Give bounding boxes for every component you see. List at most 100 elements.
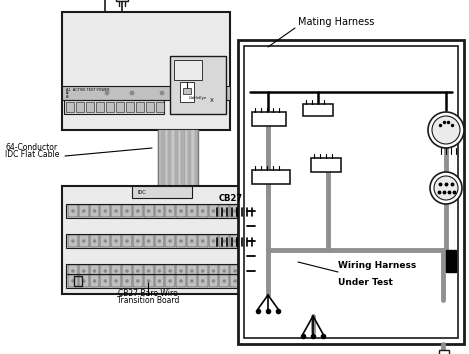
Text: 64-Conductor: 64-Conductor bbox=[5, 143, 57, 152]
Circle shape bbox=[114, 210, 118, 212]
Bar bbox=[439, 350, 449, 354]
Bar bbox=[100, 205, 110, 217]
Text: Mating Harness: Mating Harness bbox=[298, 17, 374, 27]
Bar bbox=[66, 274, 243, 288]
Bar bbox=[68, 235, 78, 247]
Circle shape bbox=[126, 269, 129, 273]
Bar bbox=[156, 102, 164, 112]
Bar bbox=[79, 235, 89, 247]
Bar bbox=[187, 275, 197, 287]
Bar bbox=[230, 275, 240, 287]
Bar bbox=[311, 158, 341, 172]
Bar bbox=[209, 265, 219, 277]
Bar bbox=[100, 235, 110, 247]
Bar bbox=[111, 265, 121, 277]
Bar bbox=[170, 56, 226, 114]
Bar bbox=[195, 130, 198, 186]
Bar bbox=[252, 112, 286, 126]
Text: IDC: IDC bbox=[137, 189, 146, 194]
Bar bbox=[244, 46, 458, 338]
Bar bbox=[219, 235, 229, 247]
Circle shape bbox=[158, 280, 161, 282]
Circle shape bbox=[158, 210, 161, 212]
Circle shape bbox=[136, 280, 139, 282]
Bar bbox=[111, 275, 121, 287]
Bar bbox=[144, 205, 153, 217]
Bar bbox=[165, 205, 175, 217]
Circle shape bbox=[93, 280, 96, 282]
Circle shape bbox=[212, 240, 215, 242]
Text: CB27: CB27 bbox=[219, 194, 243, 203]
Circle shape bbox=[147, 269, 150, 273]
Bar bbox=[165, 275, 175, 287]
Bar bbox=[176, 275, 186, 287]
Bar bbox=[238, 40, 464, 344]
Circle shape bbox=[126, 240, 129, 242]
Circle shape bbox=[136, 240, 139, 242]
Circle shape bbox=[147, 280, 150, 282]
Bar bbox=[219, 275, 229, 287]
Bar bbox=[176, 235, 186, 247]
Bar bbox=[66, 204, 243, 218]
Circle shape bbox=[234, 269, 236, 273]
Bar bbox=[144, 265, 153, 277]
Bar bbox=[219, 265, 229, 277]
Bar bbox=[62, 12, 230, 130]
Bar bbox=[126, 102, 134, 112]
Circle shape bbox=[234, 210, 236, 212]
Bar bbox=[198, 275, 208, 287]
Bar bbox=[133, 205, 143, 217]
Bar bbox=[168, 130, 171, 186]
Bar bbox=[111, 235, 121, 247]
Circle shape bbox=[223, 280, 226, 282]
Text: Transition Board: Transition Board bbox=[117, 296, 179, 305]
Circle shape bbox=[114, 280, 118, 282]
Bar bbox=[66, 102, 74, 112]
Bar bbox=[79, 275, 89, 287]
Bar bbox=[133, 235, 143, 247]
Bar bbox=[185, 130, 188, 186]
Bar bbox=[174, 60, 202, 80]
Bar bbox=[132, 186, 192, 198]
Bar bbox=[161, 130, 165, 186]
Circle shape bbox=[234, 240, 236, 242]
Circle shape bbox=[201, 269, 204, 273]
Bar bbox=[90, 265, 99, 277]
Circle shape bbox=[180, 240, 182, 242]
Circle shape bbox=[212, 269, 215, 273]
Circle shape bbox=[432, 116, 460, 144]
Circle shape bbox=[136, 269, 139, 273]
Bar bbox=[62, 86, 230, 100]
Text: CableEye: CableEye bbox=[189, 96, 207, 100]
Circle shape bbox=[71, 280, 75, 282]
Bar bbox=[165, 130, 168, 186]
Bar bbox=[100, 265, 110, 277]
Circle shape bbox=[169, 210, 172, 212]
Circle shape bbox=[223, 210, 226, 212]
Bar bbox=[187, 205, 197, 217]
Bar bbox=[187, 265, 197, 277]
Bar bbox=[66, 264, 243, 278]
Circle shape bbox=[434, 176, 458, 200]
Bar bbox=[136, 102, 144, 112]
Bar bbox=[178, 130, 182, 186]
Circle shape bbox=[105, 91, 109, 95]
Bar bbox=[187, 235, 197, 247]
Circle shape bbox=[428, 112, 464, 148]
Bar bbox=[96, 102, 104, 112]
Bar bbox=[68, 265, 78, 277]
Bar bbox=[209, 235, 219, 247]
Bar bbox=[100, 275, 110, 287]
Bar bbox=[106, 102, 114, 112]
Bar bbox=[230, 205, 240, 217]
Circle shape bbox=[190, 280, 193, 282]
Bar bbox=[66, 234, 243, 248]
Bar bbox=[144, 235, 153, 247]
Bar bbox=[144, 275, 153, 287]
Circle shape bbox=[82, 269, 85, 273]
Circle shape bbox=[169, 280, 172, 282]
Circle shape bbox=[160, 91, 164, 95]
Bar bbox=[165, 265, 175, 277]
Circle shape bbox=[201, 280, 204, 282]
Circle shape bbox=[104, 269, 107, 273]
